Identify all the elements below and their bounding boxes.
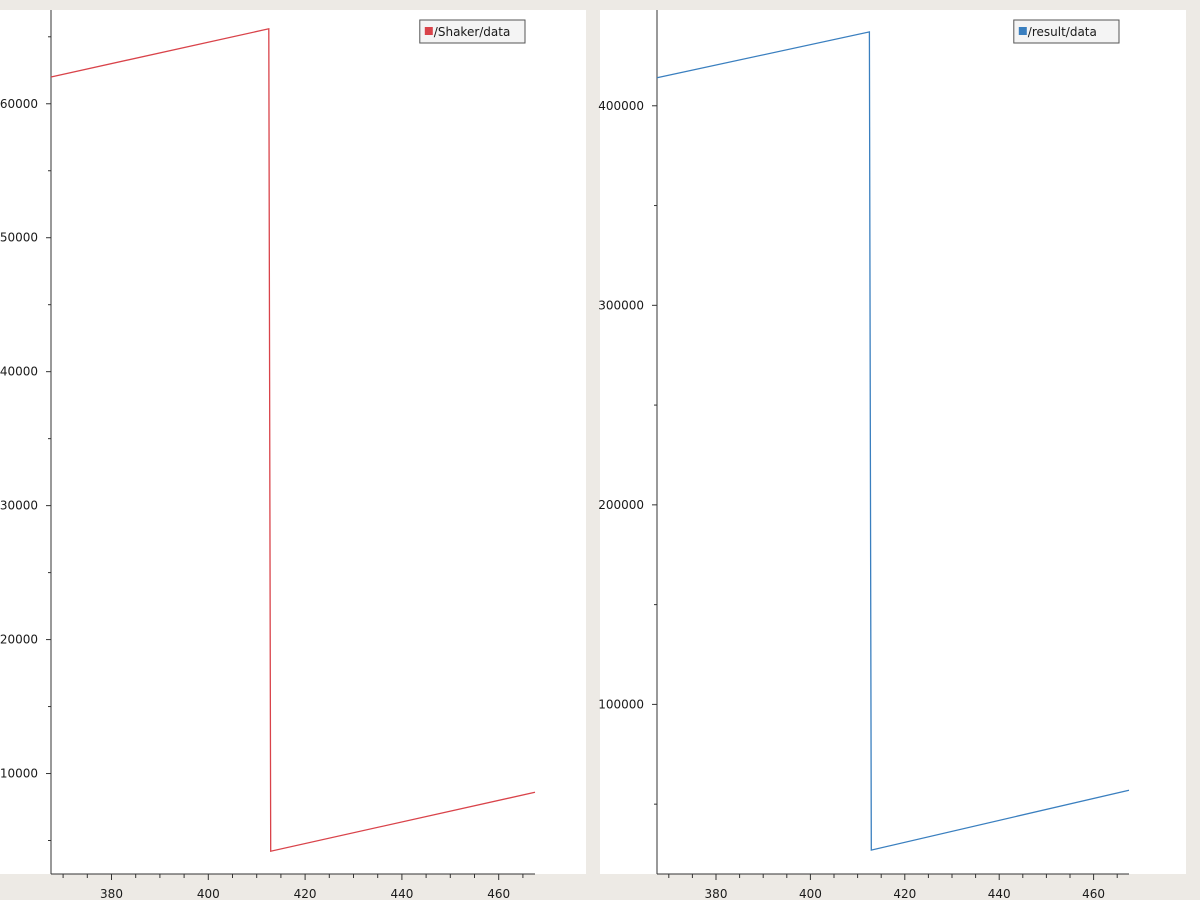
y-tick-label: 40000: [0, 365, 38, 379]
legend-label: /result/data: [1028, 25, 1097, 39]
legend-box: [1013, 19, 1120, 44]
legend-box: [419, 19, 526, 44]
x-tick-label: 420: [893, 887, 916, 900]
y-tick-label: 30000: [0, 499, 38, 513]
x-tick-label: 380: [100, 887, 123, 900]
legend-swatch: [424, 27, 433, 35]
y-tick-label: 300000: [598, 298, 644, 312]
x-tick-label: 460: [1082, 887, 1105, 900]
y-tick-label: 60000: [0, 97, 38, 111]
x-tick-label: 460: [487, 887, 510, 900]
y-tick-label: 400000: [598, 99, 644, 113]
x-tick-label: 400: [197, 887, 220, 900]
shaker-plot-canvas: 10000 20000 30000 40000 50000 60000 380 400 420 4…: [0, 10, 536, 900]
legend-swatch: [1018, 27, 1027, 35]
y-tick-label: 50000: [0, 231, 38, 245]
result-series-line: [656, 31, 1130, 851]
legend-label: /Shaker/data: [434, 25, 511, 39]
x-tick-label: 420: [294, 887, 317, 900]
result-plot-panel[interactable]: 100000 200000 300000 400000 380 400 420 440 460 /…: [598, 10, 1186, 900]
result-plot-canvas: 100000 200000 300000 400000 380 400 420 440 460 /…: [598, 10, 1130, 900]
y-tick-label: 200000: [598, 498, 644, 512]
shaker-series-line: [50, 27, 536, 853]
legend: /Shaker/data: [419, 19, 526, 44]
y-tick-label: 100000: [598, 697, 644, 711]
y-tick-label: 10000: [0, 767, 38, 781]
x-tick-label: 440: [390, 887, 413, 900]
x-tick-label: 380: [705, 887, 728, 900]
x-tick-label: 400: [799, 887, 822, 900]
shaker-plot-panel[interactable]: 10000 20000 30000 40000 50000 60000 380 400 420 4…: [0, 10, 586, 900]
legend: /result/data: [1013, 19, 1120, 44]
y-tick-label: 20000: [0, 633, 38, 647]
x-tick-label: 440: [988, 887, 1011, 900]
